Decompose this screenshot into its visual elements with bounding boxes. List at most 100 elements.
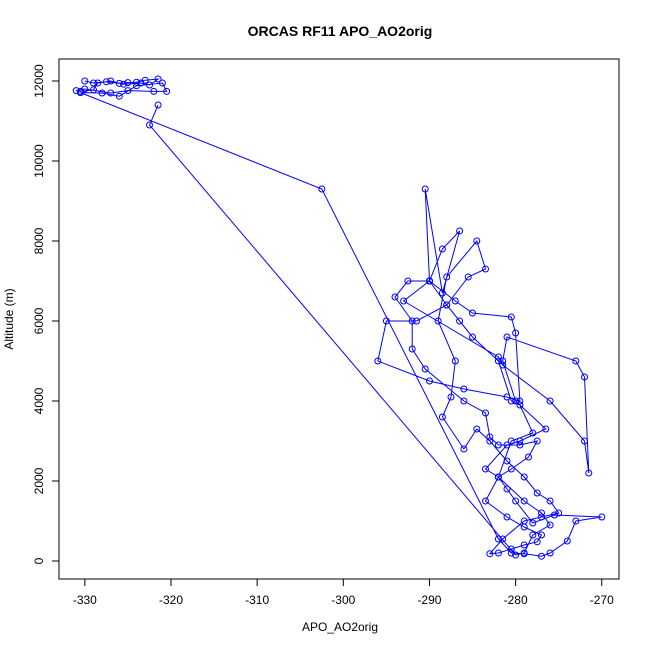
y-tick-label: 0 [32,557,46,564]
data-point [555,509,563,517]
data-point [94,79,102,87]
y-tick-label: 8000 [32,227,46,254]
data-point [72,87,80,95]
data-point [499,357,507,365]
data-point [503,333,511,341]
data-point [456,227,464,235]
data-point [512,329,520,337]
data-point [546,521,554,529]
data-point [494,357,502,365]
x-tick-label: -300 [331,593,355,607]
data-point [438,245,446,253]
data-point [107,77,115,85]
y-axis: 0 2000 4000 6000 8000 10000 12000 [32,64,59,564]
data-point [146,81,153,89]
series-line [76,78,602,557]
data-point [408,345,416,353]
data-point [146,121,153,129]
data-point [494,549,502,557]
data-point [507,313,515,321]
data-point [482,265,489,273]
data-point [404,277,412,285]
data-point [382,317,390,325]
y-tick-label: 10000 [32,144,46,178]
data-point [163,87,171,95]
data-point [115,79,123,87]
data-point [124,79,132,87]
data-point [115,92,123,100]
data-point [507,465,515,473]
data-point [494,353,502,361]
data-point [133,82,140,90]
data-point [98,89,106,97]
data-point [516,401,524,409]
data-point [374,357,382,365]
data-point [451,297,459,305]
data-point [546,497,554,505]
data-point [421,365,429,373]
data-point [507,545,515,553]
x-tick-label: -270 [590,593,614,607]
data-point [533,538,541,546]
data-point [107,89,115,97]
data-point [546,397,554,405]
x-tick-label: -290 [417,593,441,607]
data-point [443,301,451,309]
data-point [512,551,520,559]
points-layer [72,75,606,560]
data-point [90,86,97,94]
data-point [503,513,511,521]
data-point [451,357,459,365]
data-point [421,185,429,193]
data-point [469,333,476,341]
data-point [585,469,593,477]
data-point [520,497,528,505]
data-point [529,429,537,437]
series-layer [76,78,602,557]
data-point [77,89,84,97]
data-point [533,437,541,445]
data-point [550,511,558,519]
data-point [486,433,494,441]
data-point [158,79,166,87]
data-point [572,357,580,365]
data-point [408,317,416,325]
data-point [447,393,455,401]
data-point [486,550,494,558]
data-point [494,535,502,543]
data-point [473,237,481,245]
x-axis: -330 -320 -310 -300 -290 -280 -270 [73,579,614,607]
y-axis-label: Altitude (m) [2,288,16,349]
data-point [538,513,545,521]
data-point [494,441,502,449]
x-tick-label: -280 [504,593,528,607]
data-point [503,485,511,493]
y-tick-label: 6000 [32,307,46,334]
data-point [150,87,158,95]
data-point [460,385,468,393]
data-point [482,465,489,473]
x-tick-label: -320 [159,593,183,607]
data-point [469,309,476,317]
data-point [516,441,524,449]
data-point [494,473,502,481]
data-point [426,377,433,385]
data-point [598,513,606,521]
data-point [520,473,528,481]
data-point [133,78,140,86]
data-point [154,101,162,109]
data-point [572,517,580,525]
data-point [516,437,524,445]
y-tick-label: 12000 [32,64,46,98]
data-point [499,361,507,369]
data-point [438,289,446,297]
data-point [581,437,588,445]
data-point [482,497,489,505]
data-point [507,397,515,405]
data-point [581,373,588,381]
data-point [525,453,532,461]
data-point [391,293,399,301]
data-point [542,425,550,433]
y-tick-label: 2000 [32,467,46,494]
